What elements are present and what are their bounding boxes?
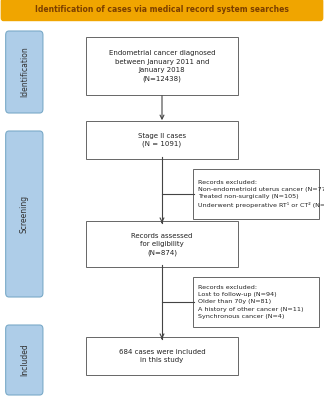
Text: 684 cases were included
in this study: 684 cases were included in this study — [119, 349, 205, 363]
Text: Identification of cases via medical record system searches: Identification of cases via medical reco… — [35, 5, 289, 14]
FancyBboxPatch shape — [86, 121, 238, 159]
FancyBboxPatch shape — [86, 37, 238, 95]
FancyBboxPatch shape — [193, 169, 319, 219]
FancyBboxPatch shape — [193, 277, 319, 327]
Text: Records excluded:
Non-endometrioid uterus cancer (N=77)
Treated non-surgically (: Records excluded: Non-endometrioid uteru… — [198, 180, 324, 208]
Text: Screening: Screening — [20, 195, 29, 233]
Text: Records excluded:
Lost to follow-up (N=94)
Older than 70y (N=81)
A history of ot: Records excluded: Lost to follow-up (N=9… — [198, 285, 304, 319]
Text: Endometrial cancer diagnosed
between January 2011 and
January 2018
(N=12438): Endometrial cancer diagnosed between Jan… — [109, 50, 215, 82]
FancyBboxPatch shape — [6, 31, 43, 113]
Text: Identification: Identification — [20, 47, 29, 97]
FancyBboxPatch shape — [1, 0, 323, 21]
FancyBboxPatch shape — [6, 325, 43, 395]
Text: Records assessed
for eligibility
(N=874): Records assessed for eligibility (N=874) — [131, 232, 193, 256]
FancyBboxPatch shape — [86, 337, 238, 375]
FancyBboxPatch shape — [6, 131, 43, 297]
Text: Stage II cases
(N = 1091): Stage II cases (N = 1091) — [138, 133, 186, 147]
FancyBboxPatch shape — [86, 221, 238, 267]
Text: Included: Included — [20, 344, 29, 376]
